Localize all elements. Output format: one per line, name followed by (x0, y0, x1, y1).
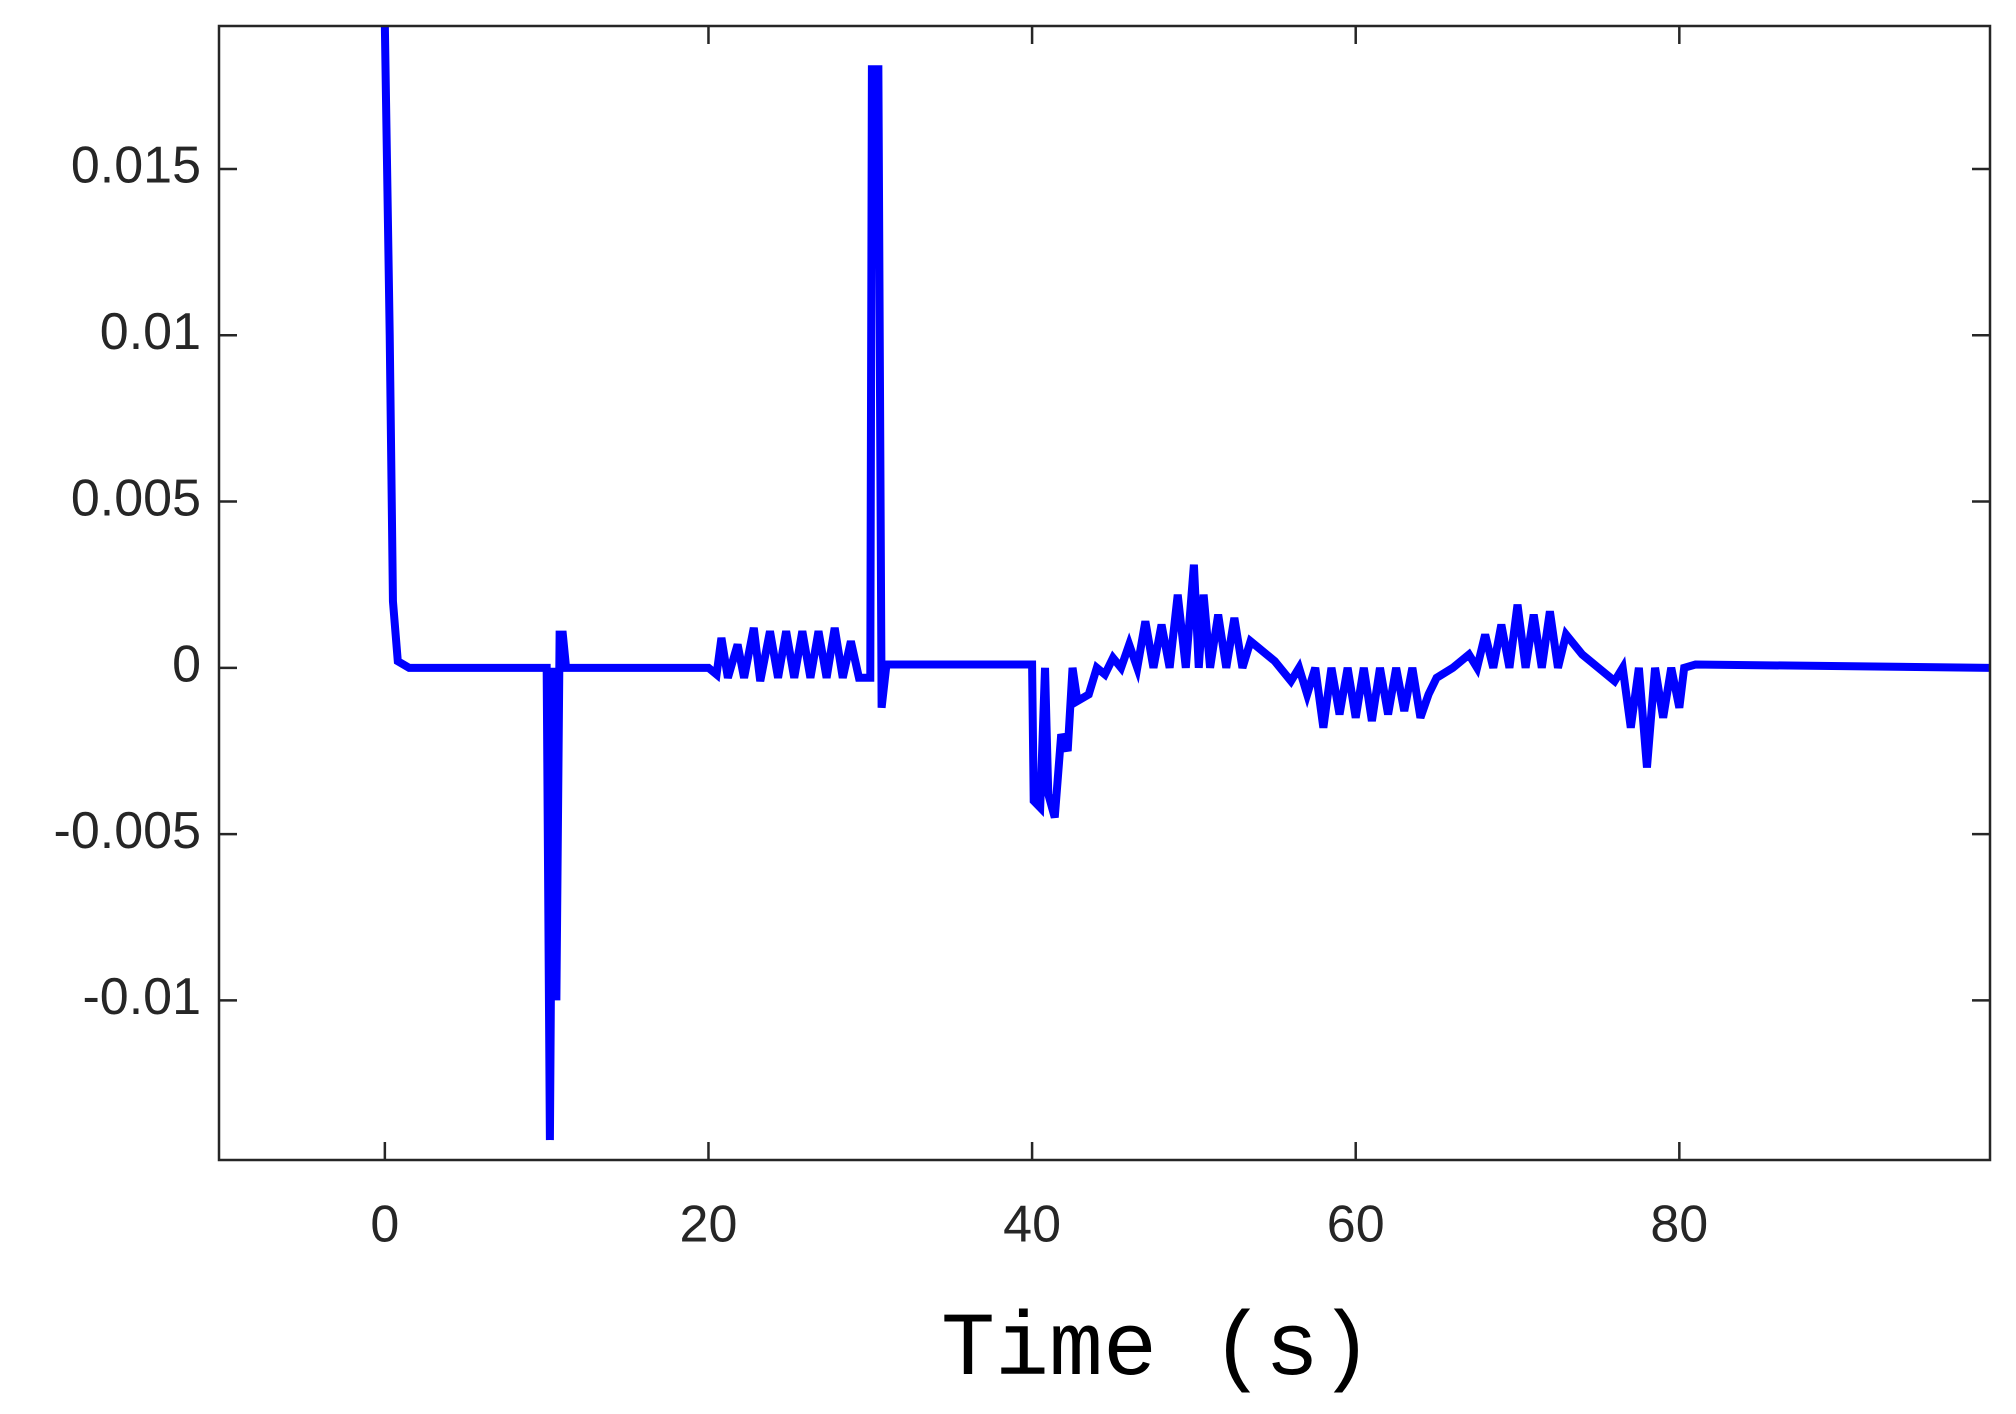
x-tick-label: 40 (1003, 1196, 1061, 1254)
y-tick-label: 0.01 (100, 303, 201, 361)
y-tick-label: 0.005 (71, 469, 201, 527)
x-axis-label: Time (s) (941, 1300, 1373, 1402)
y-tick-label: -0.005 (54, 802, 201, 860)
y-tick-label: 0.015 (71, 137, 201, 195)
x-tick-label: 20 (680, 1196, 738, 1254)
x-tick-label: 0 (370, 1196, 399, 1254)
x-tick-label: 60 (1327, 1196, 1385, 1254)
y-tick-label: 0 (172, 636, 201, 694)
x-tick-label: 80 (1650, 1196, 1708, 1254)
data-line (380, 26, 1990, 1141)
y-tick-label: -0.01 (82, 968, 201, 1026)
plot-frame (217, 24, 1992, 1162)
